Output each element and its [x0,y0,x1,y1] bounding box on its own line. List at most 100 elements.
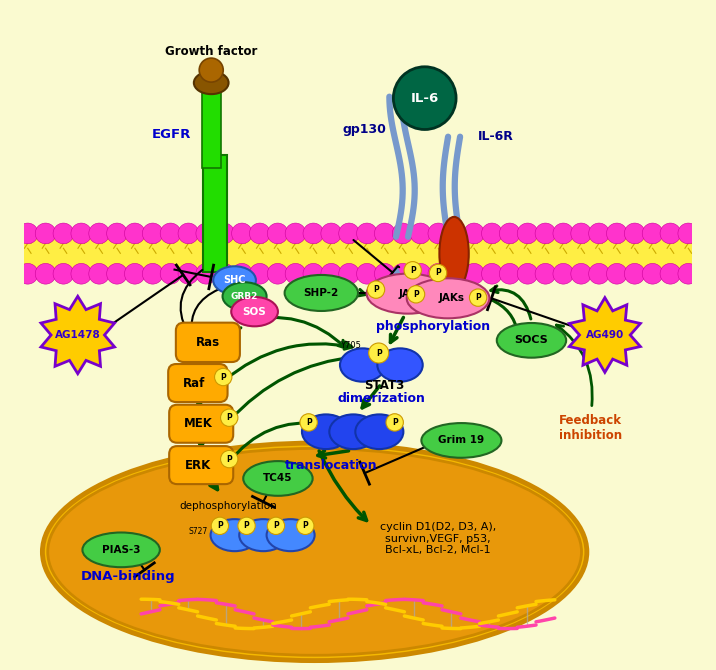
Bar [202,92,221,168]
Circle shape [642,263,663,284]
Text: JAKs: JAKs [438,293,465,304]
Circle shape [446,263,467,284]
Ellipse shape [407,278,490,318]
Circle shape [392,263,413,284]
Text: AG1478: AG1478 [55,330,101,340]
Circle shape [321,263,342,284]
Circle shape [285,223,306,244]
Circle shape [231,263,252,284]
FancyBboxPatch shape [168,364,228,402]
Circle shape [160,223,181,244]
Text: Grim 19: Grim 19 [438,436,485,446]
Text: EGFR: EGFR [152,129,191,141]
Ellipse shape [340,348,385,382]
Circle shape [89,263,110,284]
Circle shape [107,223,127,244]
Circle shape [35,263,56,284]
FancyBboxPatch shape [169,446,233,484]
Circle shape [642,223,663,244]
Circle shape [470,289,487,306]
Circle shape [267,223,288,244]
Circle shape [142,223,163,244]
Ellipse shape [223,282,266,310]
Text: SOCS: SOCS [515,336,548,345]
Text: P: P [302,521,308,531]
FancyBboxPatch shape [176,323,240,362]
Ellipse shape [377,348,422,382]
FancyBboxPatch shape [169,405,233,443]
Text: PIAS-3: PIAS-3 [102,545,140,555]
Ellipse shape [355,415,403,449]
Circle shape [267,263,288,284]
Circle shape [386,414,403,431]
Ellipse shape [213,266,256,294]
Text: TC45: TC45 [263,474,293,484]
Ellipse shape [440,217,469,290]
Circle shape [589,223,609,244]
Circle shape [53,263,74,284]
Circle shape [606,223,627,244]
Circle shape [267,517,284,535]
Circle shape [89,223,110,244]
Circle shape [178,263,199,284]
Circle shape [249,223,270,244]
Text: translocation: translocation [285,458,377,472]
Text: P: P [373,285,379,294]
Ellipse shape [243,461,313,496]
Ellipse shape [497,323,566,358]
Ellipse shape [194,72,228,94]
Text: gp130: gp130 [343,123,387,136]
Circle shape [221,450,238,468]
Circle shape [428,263,449,284]
Circle shape [553,223,574,244]
Circle shape [410,263,431,284]
Circle shape [374,223,395,244]
Text: IL-6R: IL-6R [478,130,514,143]
Ellipse shape [42,443,587,661]
Circle shape [499,263,520,284]
Text: MEK: MEK [183,417,213,430]
Text: DNA-binding: DNA-binding [80,570,175,583]
Circle shape [535,223,556,244]
Text: GRB2: GRB2 [231,292,258,301]
Text: P: P [475,293,481,302]
Text: Ras: Ras [195,336,220,349]
Circle shape [464,263,485,284]
Circle shape [482,263,502,284]
Circle shape [215,369,232,386]
Ellipse shape [239,519,287,551]
Circle shape [517,223,538,244]
Text: SHP-2: SHP-2 [304,288,339,298]
Circle shape [303,223,324,244]
Circle shape [285,263,306,284]
Circle shape [71,263,92,284]
Circle shape [231,223,252,244]
Text: P: P [273,521,279,531]
Text: P: P [306,418,311,427]
Text: P: P [376,348,382,358]
Ellipse shape [367,273,450,314]
Circle shape [249,263,270,284]
Text: Y705: Y705 [339,340,360,350]
Bar [203,155,226,271]
Text: ERK: ERK [185,458,211,472]
Circle shape [571,263,591,284]
Circle shape [482,223,502,244]
Text: P: P [413,290,419,299]
Circle shape [393,67,456,129]
Text: dephosphorylation: dephosphorylation [179,501,277,511]
Text: P: P [226,413,232,422]
Circle shape [369,343,389,363]
Circle shape [392,223,413,244]
Circle shape [624,223,645,244]
Circle shape [125,263,145,284]
Circle shape [535,263,556,284]
Text: AG490: AG490 [586,330,624,340]
Text: Feedback
inhibition: Feedback inhibition [558,415,621,442]
Circle shape [430,264,447,281]
Text: IL-6: IL-6 [410,92,439,105]
Ellipse shape [302,415,350,449]
Text: P: P [435,269,441,277]
Text: SOS: SOS [243,307,266,317]
Circle shape [428,223,449,244]
